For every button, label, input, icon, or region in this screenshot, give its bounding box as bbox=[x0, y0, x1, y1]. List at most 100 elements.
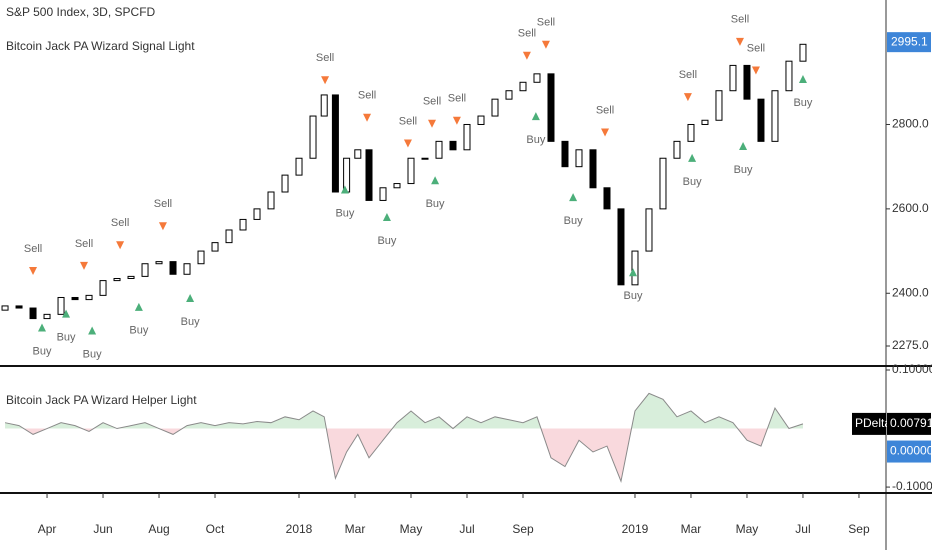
sell-marker bbox=[363, 113, 372, 122]
buy-marker bbox=[88, 326, 97, 335]
signal-label: Sell bbox=[537, 17, 555, 29]
signal-label: Sell bbox=[75, 238, 93, 250]
x-tick-label: Mar bbox=[345, 522, 366, 536]
buy-marker bbox=[62, 309, 71, 318]
y-tick-label: 2275.0 bbox=[892, 338, 929, 352]
signal-label: Sell bbox=[747, 42, 765, 54]
buy-marker bbox=[431, 176, 440, 185]
sell-marker bbox=[452, 116, 461, 125]
candle bbox=[225, 229, 233, 244]
candle bbox=[421, 157, 429, 160]
buy-marker bbox=[688, 153, 697, 162]
candle bbox=[309, 115, 317, 159]
x-tick-label: 2019 bbox=[622, 522, 649, 536]
signal-label: Sell bbox=[423, 96, 441, 108]
candle bbox=[57, 296, 65, 315]
price-badge bbox=[887, 32, 931, 53]
sell-marker bbox=[29, 266, 38, 275]
signal-label: Sell bbox=[596, 104, 614, 116]
candle bbox=[15, 305, 23, 309]
value-badge-label: 0.007919 bbox=[890, 416, 932, 430]
indicator-line bbox=[4, 392, 804, 483]
signal-label: Buy bbox=[335, 207, 354, 219]
candle bbox=[320, 94, 328, 117]
candle bbox=[435, 140, 443, 159]
candle bbox=[99, 280, 107, 296]
value-badge bbox=[887, 412, 931, 435]
x-tick-label: Jul bbox=[795, 522, 810, 536]
buy-marker bbox=[340, 185, 349, 194]
signal-label: Buy bbox=[564, 215, 583, 227]
signal-label: Buy bbox=[526, 134, 545, 146]
candle bbox=[757, 98, 765, 142]
indicator-name: Bitcoin Jack PA Wizard Signal Light bbox=[6, 39, 195, 53]
candle bbox=[365, 149, 373, 201]
signal-label: Buy bbox=[793, 97, 812, 109]
buy-marker bbox=[629, 268, 638, 277]
candle bbox=[449, 140, 457, 151]
candle bbox=[603, 187, 611, 210]
candle bbox=[253, 208, 261, 220]
candle bbox=[729, 64, 737, 92]
candle bbox=[211, 242, 219, 252]
candle bbox=[617, 208, 625, 286]
signal-label: Sell bbox=[679, 69, 697, 81]
candle bbox=[785, 60, 793, 92]
signal-label: Buy bbox=[426, 198, 445, 210]
candle bbox=[547, 73, 555, 142]
candle bbox=[659, 157, 667, 210]
x-tick-label: Apr bbox=[38, 522, 57, 536]
candle bbox=[43, 313, 51, 320]
candle bbox=[589, 149, 597, 189]
candle bbox=[799, 43, 807, 62]
sell-marker bbox=[522, 51, 531, 60]
x-tick-label: Sep bbox=[512, 522, 534, 536]
buy-marker bbox=[37, 323, 46, 332]
candle bbox=[491, 98, 499, 117]
sell-marker bbox=[751, 66, 760, 75]
signal-label: Buy bbox=[83, 348, 102, 360]
buy-marker bbox=[186, 293, 195, 302]
candle bbox=[71, 296, 79, 301]
x-tick-label: May bbox=[400, 522, 423, 536]
buy-marker bbox=[798, 74, 807, 83]
sell-marker bbox=[541, 40, 550, 49]
sell-marker bbox=[735, 37, 744, 46]
candle bbox=[354, 149, 362, 159]
candle bbox=[379, 187, 387, 201]
x-tick-label: Aug bbox=[148, 522, 169, 536]
candle bbox=[645, 208, 653, 252]
x-tick-label: Oct bbox=[206, 522, 225, 536]
signal-label: Sell bbox=[358, 90, 376, 102]
buy-marker bbox=[569, 193, 578, 202]
candle bbox=[687, 123, 695, 142]
y-tick-label: -0.100000 bbox=[892, 479, 932, 493]
candle bbox=[239, 218, 247, 231]
signal-label: Sell bbox=[518, 28, 536, 40]
y-tick-label: 0.100000 bbox=[892, 362, 932, 376]
zero-badge bbox=[887, 440, 931, 463]
signal-label: Buy bbox=[377, 235, 396, 247]
candle bbox=[295, 157, 303, 176]
signal-label: Sell bbox=[448, 93, 466, 105]
signal-label: Buy bbox=[181, 316, 200, 328]
sell-marker bbox=[601, 128, 610, 137]
signal-label: Buy bbox=[624, 290, 643, 302]
buy-marker bbox=[531, 112, 540, 121]
signal-label: Sell bbox=[24, 243, 42, 255]
candle bbox=[155, 261, 163, 265]
sell-marker bbox=[79, 261, 88, 270]
candle bbox=[477, 115, 485, 125]
zero-badge-label: 0.000000 bbox=[890, 444, 932, 458]
candle bbox=[281, 174, 289, 193]
candle bbox=[673, 140, 681, 159]
candle bbox=[29, 307, 37, 320]
area-negative bbox=[5, 428, 803, 482]
signal-label: Buy bbox=[734, 164, 753, 176]
candle bbox=[85, 294, 93, 301]
candle bbox=[1, 305, 9, 311]
candle bbox=[463, 123, 471, 151]
signal-label: Sell bbox=[399, 115, 417, 127]
signal-label: Buy bbox=[33, 345, 52, 357]
